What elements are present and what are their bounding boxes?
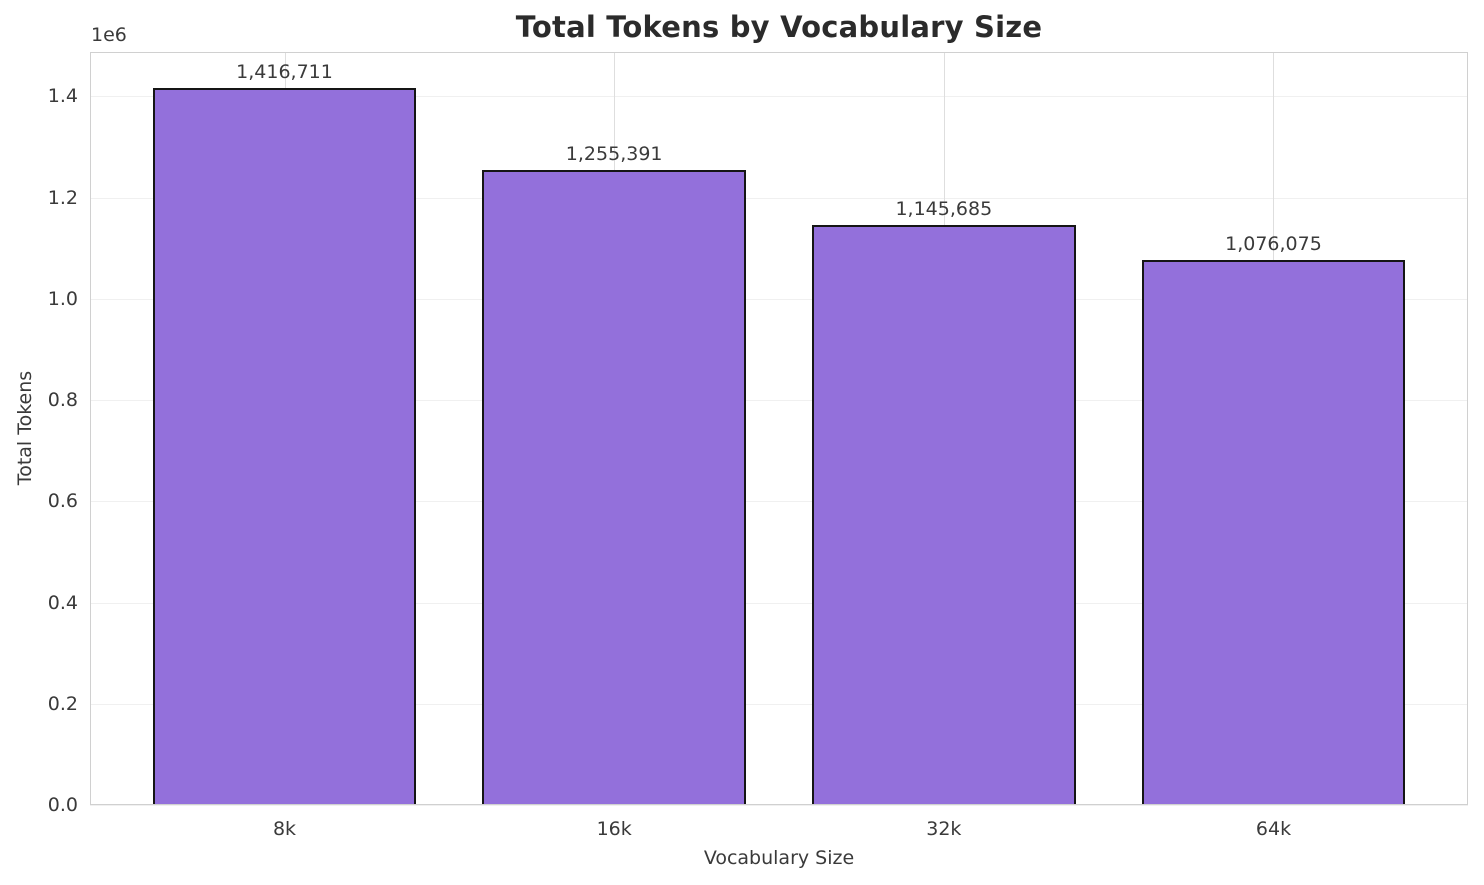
y-gridline <box>90 197 1468 199</box>
y-gridline <box>90 805 1468 806</box>
bar-value-label: 1,416,711 <box>236 60 333 83</box>
y-gridline <box>90 602 1468 604</box>
bar-value-label: 1,145,685 <box>895 198 993 221</box>
y-gridline <box>90 400 1468 402</box>
y-gridline <box>90 501 1468 503</box>
x-tick-label: 32k <box>926 818 962 840</box>
y-tick-label: 1.0 <box>47 287 78 310</box>
y-tick-label: 1.4 <box>47 85 78 108</box>
y-tick-label: 0.4 <box>47 591 78 614</box>
y-gridline <box>90 96 1468 98</box>
bar <box>482 169 747 805</box>
bar-value-label: 1,255,391 <box>565 142 663 165</box>
y-tick-label: 0.8 <box>47 389 78 412</box>
y-axis-offset-label: 1e6 <box>91 24 127 46</box>
y-tick-label: 0.6 <box>47 490 78 513</box>
y-tick-label: 0.2 <box>47 692 78 715</box>
bar <box>1141 260 1406 805</box>
x-axis-label: Vocabulary Size <box>703 847 855 869</box>
bar <box>152 87 417 805</box>
x-tick-label: 16k <box>596 818 632 840</box>
bar <box>811 225 1076 805</box>
y-axis-label: Total Tokens <box>14 370 36 486</box>
x-tick-label: 64k <box>1255 818 1292 840</box>
y-gridline <box>90 298 1468 300</box>
chart-title: Total Tokens by Vocabulary Size <box>515 10 1043 44</box>
bar-value-label: 1,076,075 <box>1225 233 1322 256</box>
x-tick-label: 8k <box>272 818 297 840</box>
y-tick-label: 1.2 <box>47 186 78 209</box>
y-tick-label: 0.0 <box>47 794 78 816</box>
y-gridline <box>90 703 1468 705</box>
